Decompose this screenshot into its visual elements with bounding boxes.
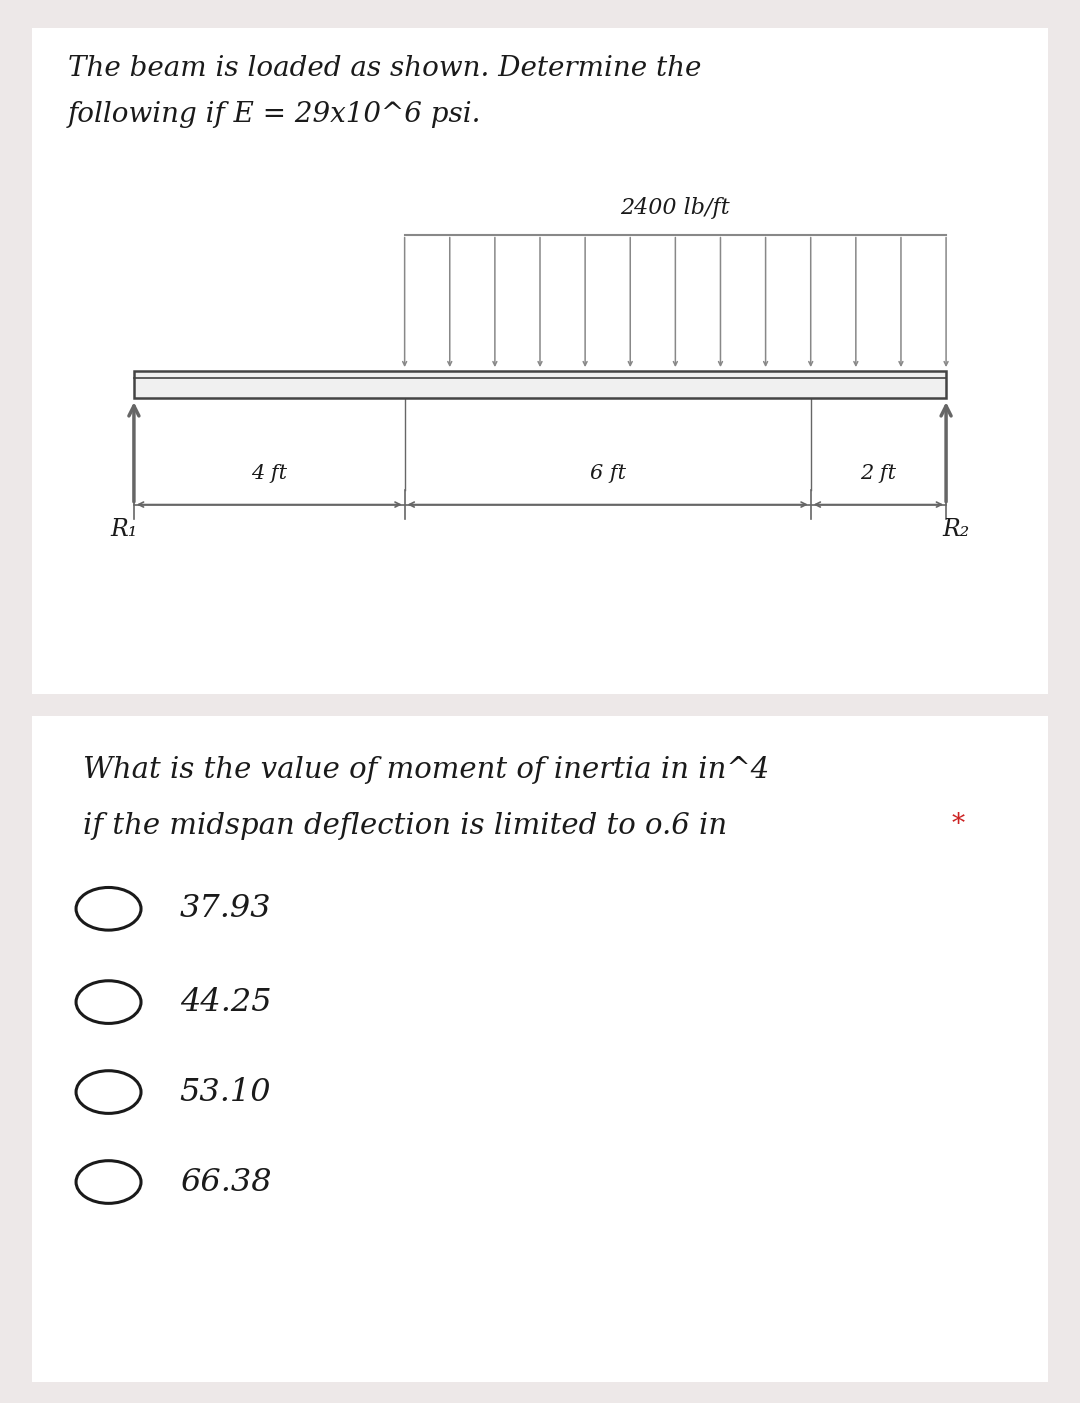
Text: What is the value of moment of inertia in in^4: What is the value of moment of inertia i…: [83, 755, 769, 783]
FancyBboxPatch shape: [14, 15, 1066, 707]
Text: The beam is loaded as shown. Determine the: The beam is loaded as shown. Determine t…: [68, 55, 701, 81]
Text: R₂: R₂: [943, 518, 970, 542]
Text: 37.93: 37.93: [179, 894, 271, 925]
Text: R₁: R₁: [110, 518, 137, 542]
Text: 53.10: 53.10: [179, 1076, 271, 1107]
FancyBboxPatch shape: [14, 703, 1066, 1395]
Text: 44.25: 44.25: [179, 986, 271, 1017]
Bar: [134, 372, 946, 398]
Text: 6 ft: 6 ft: [590, 464, 625, 483]
Text: *: *: [951, 812, 964, 838]
Text: 66.38: 66.38: [179, 1166, 271, 1198]
Text: following if E = 29x10^6 psi.: following if E = 29x10^6 psi.: [68, 101, 482, 128]
Text: 2 ft: 2 ft: [861, 464, 896, 483]
Text: 4 ft: 4 ft: [252, 464, 287, 483]
Text: 2400 lb/ft: 2400 lb/ft: [621, 196, 730, 219]
Text: if the midspan deflection is limited to o.6 in: if the midspan deflection is limited to …: [83, 812, 727, 840]
